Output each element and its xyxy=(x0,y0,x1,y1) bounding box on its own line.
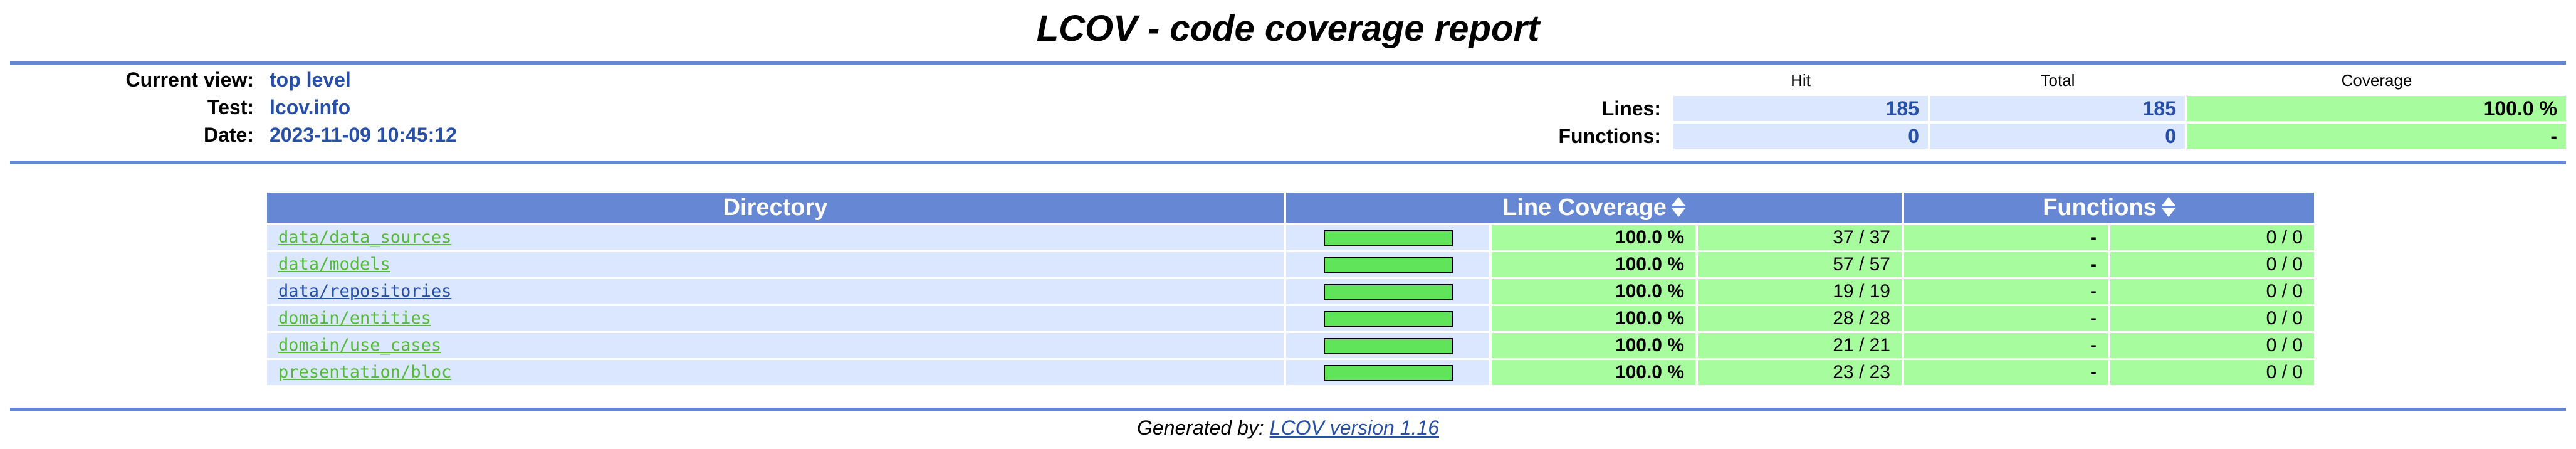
functions-column-header[interactable]: Functions xyxy=(1904,193,2314,223)
lcov-version-link[interactable]: LCOV version 1.16 xyxy=(1269,416,1440,439)
functions-count: 0 / 0 xyxy=(2110,252,2314,277)
functions-count: 0 / 0 xyxy=(2110,333,2314,358)
table-row-coverage-bar-cell xyxy=(1286,279,1489,304)
coverage-bar xyxy=(1324,230,1453,246)
line-coverage-count: 23 / 23 xyxy=(1698,360,1902,385)
line-coverage-column-label: Line Coverage xyxy=(1502,194,1667,221)
line-coverage-percent: 100.0 % xyxy=(1492,360,1695,385)
coverage-bar xyxy=(1324,284,1453,300)
summary-functions-total: 0 xyxy=(1930,124,2185,149)
line-coverage-count: 57 / 57 xyxy=(1698,252,1902,277)
line-coverage-count: 28 / 28 xyxy=(1698,306,1902,331)
summary-col-hit: Hit xyxy=(1791,71,1811,90)
summary-lines-total: 185 xyxy=(1930,96,2185,121)
footer: Generated by: LCOV version 1.16 xyxy=(0,414,2576,441)
table-row-directory: data/models xyxy=(267,252,1284,277)
coverage-bar xyxy=(1324,311,1453,327)
coverage-bar xyxy=(1324,257,1453,273)
coverage-bar-fill xyxy=(1325,312,1452,326)
directory-link[interactable]: data/data_sources xyxy=(278,228,452,247)
summary-functions-label: Functions: xyxy=(1558,125,1661,147)
test-value: lcov.info xyxy=(270,96,351,119)
summary-lines-coverage: 100.0 % xyxy=(2187,96,2566,121)
sort-updown-icon[interactable] xyxy=(2161,196,2175,217)
middle-divider xyxy=(10,161,2566,164)
functions-percent: - xyxy=(1904,360,2108,385)
line-coverage-count: 19 / 19 xyxy=(1698,279,1902,304)
functions-count: 0 / 0 xyxy=(2110,360,2314,385)
coverage-bar xyxy=(1324,365,1453,381)
summary-functions-hit: 0 xyxy=(1673,124,1928,149)
coverage-bar-fill xyxy=(1325,285,1452,299)
functions-percent: - xyxy=(1904,306,2108,331)
line-coverage-percent: 100.0 % xyxy=(1492,333,1695,358)
directory-link[interactable]: data/models xyxy=(278,255,390,274)
summary-lines-label: Lines: xyxy=(1601,97,1661,120)
table-row-coverage-bar-cell xyxy=(1286,252,1489,277)
generated-by-label: Generated by: xyxy=(1136,416,1264,439)
functions-percent: - xyxy=(1904,225,2108,250)
summary-col-total: Total xyxy=(2040,71,2075,90)
table-row-directory: domain/use_cases xyxy=(267,333,1284,358)
coverage-bar-fill xyxy=(1325,231,1452,245)
functions-count: 0 / 0 xyxy=(2110,225,2314,250)
functions-count: 0 / 0 xyxy=(2110,306,2314,331)
table-row-coverage-bar-cell xyxy=(1286,333,1489,358)
directory-link[interactable]: presentation/bloc xyxy=(278,362,452,382)
top-divider xyxy=(10,61,2566,65)
functions-percent: - xyxy=(1904,333,2108,358)
line-coverage-percent: 100.0 % xyxy=(1492,252,1695,277)
functions-percent: - xyxy=(1904,252,2108,277)
page-title: LCOV - code coverage report xyxy=(1036,8,1540,49)
table-row-directory: domain/entities xyxy=(267,306,1284,331)
date-label: Date: xyxy=(203,124,254,146)
test-label: Test: xyxy=(207,96,254,119)
date-value: 2023-11-09 10:45:12 xyxy=(270,124,457,146)
directory-link[interactable]: domain/use_cases xyxy=(278,335,442,355)
line-coverage-percent: 100.0 % xyxy=(1492,306,1695,331)
coverage-bar-fill xyxy=(1325,366,1452,380)
summary-lines-hit: 185 xyxy=(1673,96,1928,121)
functions-column-label: Functions xyxy=(2043,194,2157,221)
table-row-coverage-bar-cell xyxy=(1286,360,1489,385)
sort-updown-icon[interactable] xyxy=(1671,196,1685,217)
bottom-divider xyxy=(10,408,2566,411)
line-coverage-percent: 100.0 % xyxy=(1492,225,1695,250)
directory-link[interactable]: domain/entities xyxy=(278,309,431,328)
table-row-directory: presentation/bloc xyxy=(267,360,1284,385)
coverage-bar xyxy=(1324,338,1453,354)
functions-percent: - xyxy=(1904,279,2108,304)
functions-count: 0 / 0 xyxy=(2110,279,2314,304)
table-row-coverage-bar-cell xyxy=(1286,225,1489,250)
table-row-coverage-bar-cell xyxy=(1286,306,1489,331)
directory-column-label: Directory xyxy=(723,194,828,221)
table-row-directory: data/repositories xyxy=(267,279,1284,304)
summary-functions-coverage: - xyxy=(2187,124,2566,149)
line-coverage-count: 37 / 37 xyxy=(1698,225,1902,250)
line-coverage-percent: 100.0 % xyxy=(1492,279,1695,304)
line-coverage-column-header[interactable]: Line Coverage xyxy=(1286,193,1902,223)
summary-col-coverage: Coverage xyxy=(2341,71,2412,90)
table-row-directory: data/data_sources xyxy=(267,225,1284,250)
current-view-label: Current view: xyxy=(125,68,254,91)
line-coverage-count: 21 / 21 xyxy=(1698,333,1902,358)
current-view-value: top level xyxy=(270,68,351,91)
directory-column-header: Directory xyxy=(267,193,1284,223)
directory-link[interactable]: data/repositories xyxy=(278,282,452,301)
coverage-bar-fill xyxy=(1325,339,1452,353)
coverage-bar-fill xyxy=(1325,258,1452,272)
